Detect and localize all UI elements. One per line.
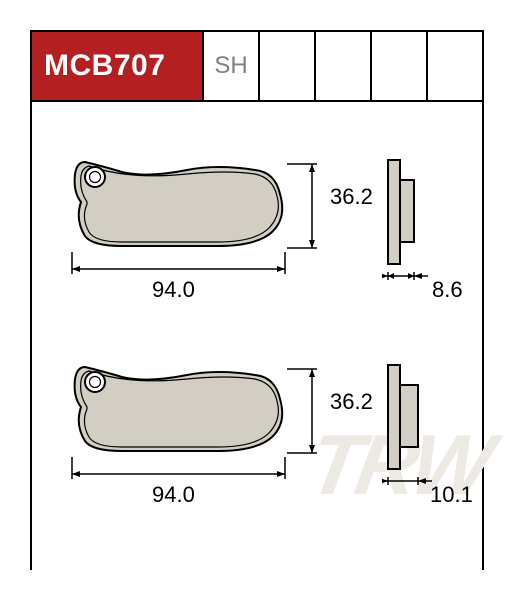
header-cell-1-text: SH bbox=[214, 52, 247, 80]
dim-height-1-value: 36.2 bbox=[330, 184, 373, 210]
dim-thickness-2-value: 10.1 bbox=[430, 482, 473, 508]
diagram-area: TRW bbox=[32, 102, 482, 570]
header-cell-4 bbox=[370, 32, 426, 100]
header-cell-3 bbox=[314, 32, 370, 100]
header-row: MCB707 SH bbox=[32, 32, 482, 102]
header-cell-1: SH bbox=[202, 32, 258, 100]
product-code: MCB707 bbox=[44, 49, 165, 83]
pad-side-view-2 bbox=[382, 357, 447, 487]
dim-thickness-1-value: 8.6 bbox=[432, 277, 463, 303]
pad-front-view-1 bbox=[67, 152, 292, 262]
header-cell-2 bbox=[258, 32, 314, 100]
spec-frame: MCB707 SH TRW bbox=[30, 30, 484, 570]
pad-side-view-1 bbox=[382, 152, 442, 282]
dim-height-2-value: 36.2 bbox=[330, 389, 373, 415]
dim-width-1-value: 94.0 bbox=[152, 277, 195, 303]
product-code-cell: MCB707 bbox=[32, 32, 202, 100]
header-cell-5 bbox=[426, 32, 482, 100]
dim-width-2-value: 94.0 bbox=[152, 482, 195, 508]
pad-front-view-2 bbox=[67, 357, 292, 467]
